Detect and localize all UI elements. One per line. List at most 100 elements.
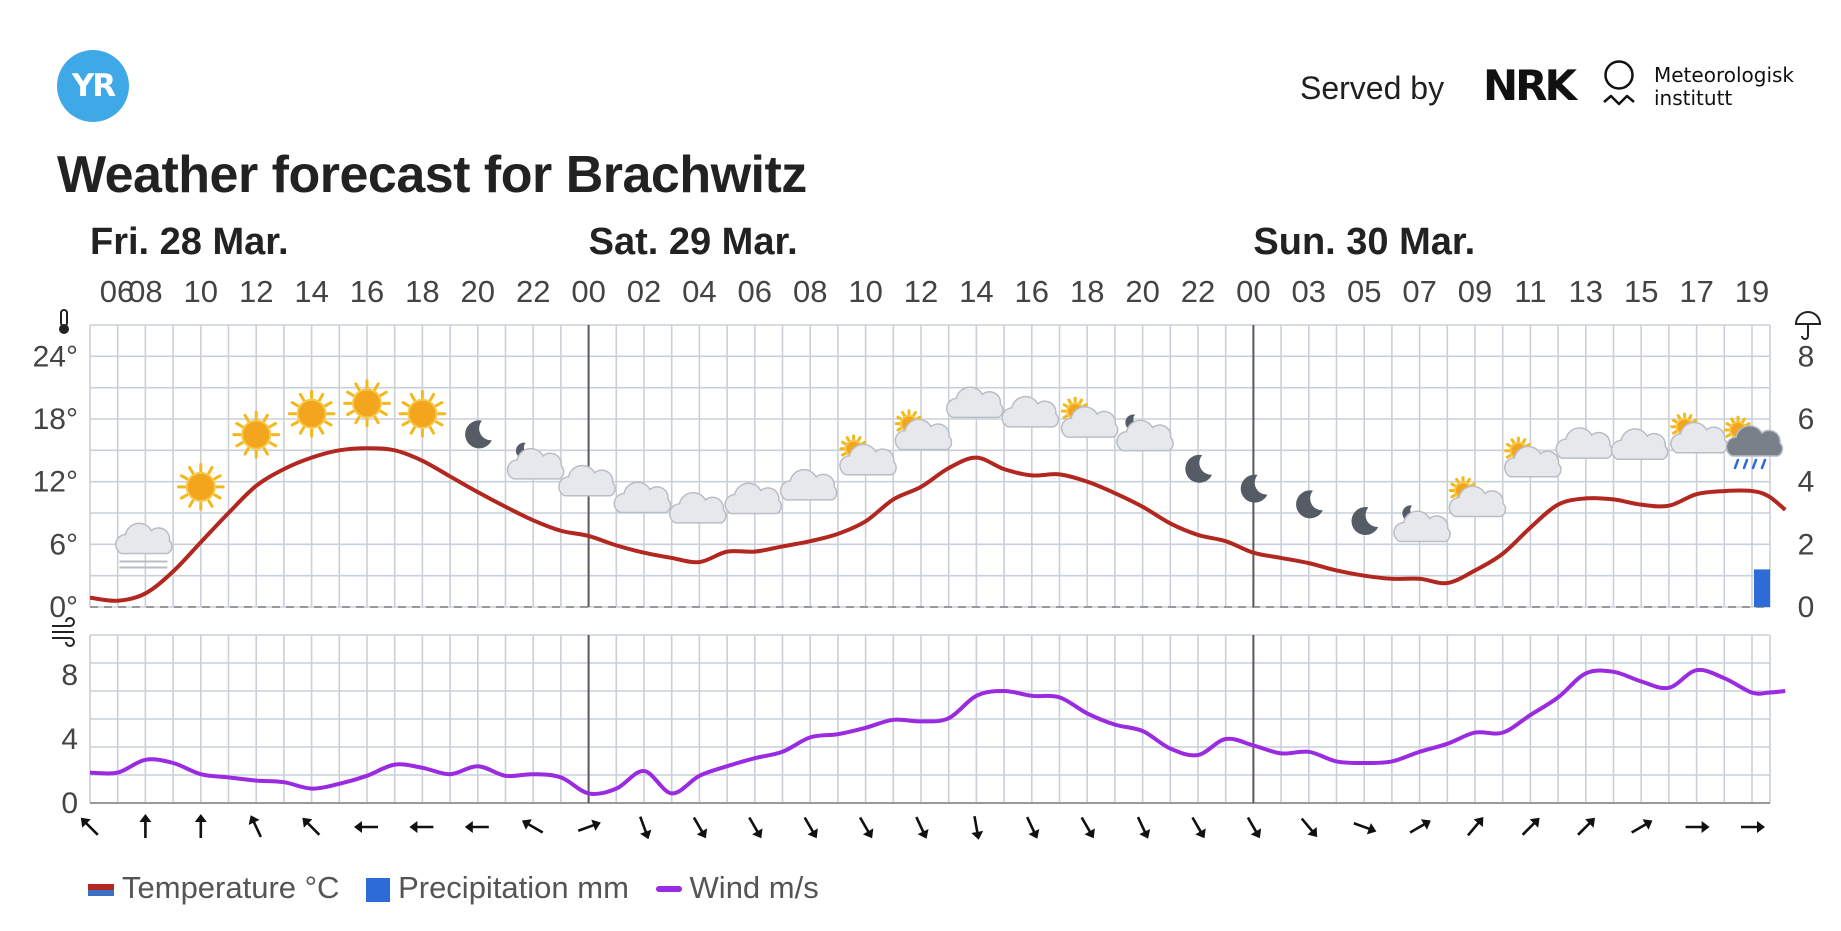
weather-symbol-cloud [946, 386, 1004, 419]
arrow-head [80, 817, 91, 828]
hour-label: 12 [904, 274, 938, 309]
wind-arrow-icon [521, 819, 544, 834]
weather-symbol-moon [1240, 474, 1268, 503]
sun-ray [243, 413, 250, 423]
sun-ray [401, 420, 410, 427]
sun-ray [1672, 429, 1679, 435]
sun-ray [1741, 417, 1746, 424]
temperature-tick: 24° [33, 340, 78, 373]
precipitation-tick: 6 [1798, 403, 1815, 436]
sun-ray [179, 474, 189, 481]
wind-arrow-icon [1631, 819, 1653, 834]
legend-wind-label: Wind m/s [689, 869, 819, 905]
hour-label: 09 [1458, 274, 1492, 309]
yr-logo[interactable]: YR [57, 50, 129, 122]
cloud-icon [1001, 395, 1060, 428]
weather-symbol-partly-cloudy-day [1448, 476, 1507, 518]
wind-arrow-icon [1080, 816, 1095, 839]
sun-ray [346, 390, 355, 397]
hour-label: 16 [350, 274, 384, 309]
thermometer-bulb [59, 324, 69, 334]
sun-ray [179, 493, 189, 500]
sun-ray [262, 413, 269, 423]
wind-stroke [52, 637, 75, 647]
arrow-head [139, 814, 152, 822]
sun-ray [1744, 422, 1751, 427]
moon-icon [1296, 490, 1323, 519]
arrow-head [1642, 819, 1653, 830]
arrow-head [917, 828, 929, 839]
sun-ray [346, 409, 355, 417]
chart-legend: Temperature °C Precipitation mm Wind m/s [88, 868, 837, 906]
wind-arrow-icon [1741, 821, 1765, 833]
weather-symbol-cloud [1610, 428, 1669, 460]
hour-label: 17 [1679, 274, 1713, 309]
sun-ray [1672, 418, 1679, 424]
wind-arrow-icon [1136, 816, 1151, 839]
sun-icon [343, 379, 391, 428]
met-institute-name[interactable]: Meteorologisk institutt [1654, 64, 1794, 110]
day-label: Fri. 28 Mar. [90, 221, 289, 263]
sun-ray [841, 440, 848, 446]
arrow-head [521, 819, 532, 830]
sun-ray [409, 392, 416, 402]
weather-symbol-cloud [724, 482, 783, 515]
hour-label: 13 [1569, 274, 1603, 309]
sun-ray [188, 499, 195, 508]
sun-icon [398, 389, 447, 438]
hour-label: 08 [793, 274, 827, 309]
arrow-head [1473, 817, 1484, 828]
wind-tick: 0 [61, 787, 78, 820]
hour-label: 22 [516, 274, 550, 309]
weather-symbol-sun [176, 462, 225, 511]
weather-symbol-cloud [1555, 427, 1614, 459]
cloud-icon [669, 491, 727, 524]
cloud-icon [1060, 406, 1119, 438]
sun-icon [176, 462, 225, 511]
cloud-icon [946, 386, 1004, 419]
hour-label: 14 [294, 274, 328, 309]
arrow-head [640, 829, 652, 840]
sun-ray [318, 426, 325, 435]
weather-symbol-partly-cloudy-night [506, 442, 565, 480]
hour-label: 11 [1514, 274, 1546, 309]
sun-ray [1725, 433, 1732, 438]
arrow-head [1585, 817, 1595, 828]
thermometer-stem [60, 309, 68, 327]
wind-arrow-icon [1191, 816, 1206, 839]
sun-ray [409, 426, 416, 435]
wind-arrow-icon [302, 817, 321, 836]
legend-wind: Wind m/s [655, 869, 819, 906]
arrow-head [1307, 826, 1318, 837]
moon-icon [1351, 507, 1379, 536]
sun-ray [268, 441, 278, 448]
weather-symbol-sun [232, 410, 281, 459]
wind-arrow-icon [639, 816, 652, 840]
hour-label: 00 [1236, 274, 1270, 309]
moon-icon [1240, 474, 1268, 503]
sun-ray [290, 401, 300, 408]
wind-arrow-icon [803, 816, 818, 839]
wind-arrow-icon [692, 816, 708, 839]
wind-arrow-icon [80, 817, 99, 836]
umbrella-canopy [1794, 311, 1822, 325]
hour-label: 04 [682, 274, 716, 309]
wind-arrow-icon [858, 816, 874, 839]
precipitation-bar [1754, 569, 1770, 607]
sun-ray [207, 499, 214, 508]
weather-symbol-moon [1351, 507, 1379, 536]
rain-drop [1733, 458, 1740, 470]
sun-ray [354, 382, 361, 391]
wind-arrow-icon [139, 814, 152, 838]
met-name-line1: Meteorologisk [1654, 63, 1795, 87]
arrow-head [1028, 828, 1040, 839]
rain-drop [1742, 458, 1749, 470]
nrk-logo[interactable]: NRK [1483, 61, 1577, 110]
weather-symbol-sun [287, 389, 336, 438]
moon-icon [1185, 454, 1212, 483]
weather-symbol-partly-cloudy-day [894, 409, 953, 451]
sun-ray [428, 392, 436, 402]
sun-ray [1687, 414, 1693, 421]
sun-ray [213, 493, 222, 500]
cloud-icon [1555, 427, 1614, 459]
